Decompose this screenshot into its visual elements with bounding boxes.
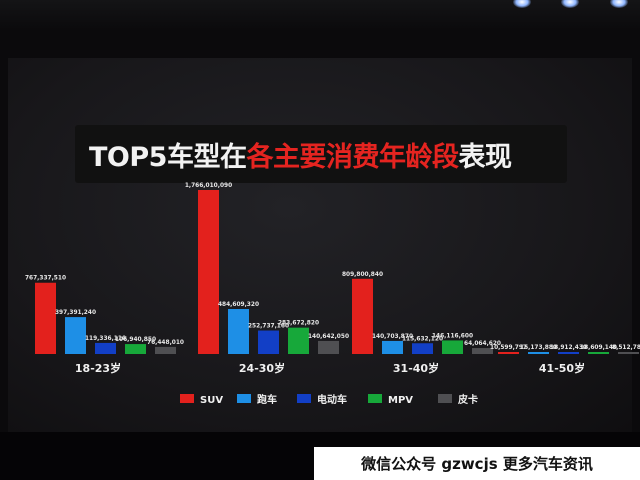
bar bbox=[95, 342, 116, 354]
value-label: 8,512,780 bbox=[612, 343, 640, 351]
value-label: 18,609,140 bbox=[580, 343, 617, 351]
value-label: 767,337,510 bbox=[25, 274, 66, 282]
bar bbox=[498, 352, 519, 354]
value-label: 15,173,880 bbox=[520, 343, 557, 351]
bar bbox=[528, 352, 549, 354]
ceiling bbox=[0, 0, 640, 30]
stage-light bbox=[561, 0, 579, 8]
title-part-2: 各主要消费年龄段 bbox=[246, 141, 459, 173]
value-label: 140,703,870 bbox=[372, 332, 413, 340]
bar bbox=[382, 340, 403, 354]
stage-light bbox=[610, 0, 628, 8]
legend-label: SUV bbox=[200, 395, 223, 406]
watermark: 微信公众号 gzwcjs 更多汽车资讯 bbox=[314, 447, 640, 480]
category-label: 18-23岁 bbox=[75, 361, 121, 375]
title-part-1: TOP5车型在 bbox=[89, 141, 247, 173]
category-label: 24-30岁 bbox=[239, 361, 285, 375]
bar bbox=[65, 317, 86, 354]
bar bbox=[442, 340, 463, 354]
bar bbox=[472, 348, 493, 354]
legend-swatch bbox=[297, 394, 311, 403]
legend-swatch bbox=[237, 394, 251, 403]
value-label: 1,766,010,090 bbox=[185, 181, 232, 189]
value-label: 18,912,430 bbox=[550, 343, 587, 351]
bar bbox=[198, 190, 219, 354]
bar bbox=[618, 352, 639, 354]
bar bbox=[228, 308, 249, 354]
bar bbox=[558, 352, 579, 354]
bar bbox=[318, 340, 339, 354]
value-label: 484,609,320 bbox=[218, 300, 259, 308]
value-label: 283,672,820 bbox=[278, 319, 319, 327]
bar bbox=[155, 346, 176, 354]
value-label: 64,064,620 bbox=[464, 339, 501, 347]
bar bbox=[288, 327, 309, 354]
title-part-3: 表现 bbox=[458, 141, 512, 173]
projection-screen bbox=[8, 58, 632, 432]
bar bbox=[125, 344, 146, 354]
bar bbox=[352, 278, 373, 354]
bar bbox=[412, 343, 433, 354]
value-label: 119,336,110 bbox=[85, 334, 126, 342]
value-label: 10,599,797 bbox=[490, 343, 527, 351]
legend-label: 跑车 bbox=[257, 393, 277, 406]
value-label: 140,642,050 bbox=[308, 332, 349, 340]
value-label: 809,800,840 bbox=[342, 270, 383, 278]
legend-swatch bbox=[180, 394, 194, 403]
legend-label: 电动车 bbox=[317, 393, 347, 406]
bar bbox=[588, 352, 609, 354]
value-label: 76,448,010 bbox=[147, 338, 184, 346]
value-label: 252,737,160 bbox=[248, 322, 289, 330]
bar bbox=[258, 330, 279, 354]
value-label: 106,940,850 bbox=[115, 335, 156, 343]
legend-label: MPV bbox=[388, 395, 413, 406]
chart-title: TOP5车型在 各主要消费年龄段 表现 bbox=[75, 125, 567, 183]
stage-light bbox=[513, 0, 531, 8]
category-label: 31-40岁 bbox=[393, 361, 439, 375]
legend-swatch bbox=[368, 394, 382, 403]
legend-swatch bbox=[438, 394, 452, 403]
category-label: 41-50岁 bbox=[539, 361, 585, 375]
value-label: 146,116,600 bbox=[432, 331, 473, 339]
value-label: 397,391,240 bbox=[55, 308, 96, 316]
bar bbox=[35, 282, 56, 354]
legend-label: 皮卡 bbox=[457, 393, 478, 406]
value-label: 115,632,120 bbox=[402, 334, 443, 342]
